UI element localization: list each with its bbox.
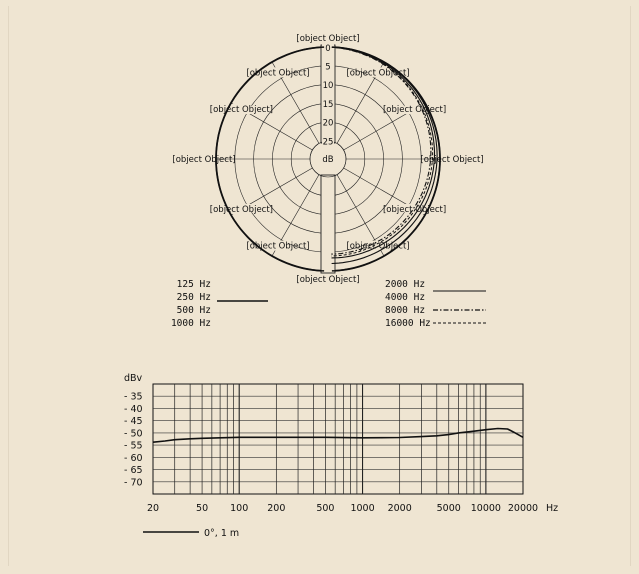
- polar-angle-label-bg: [318, 33, 338, 43]
- response-legend-label: 0°, 1 m: [204, 528, 239, 539]
- response-y-tick-label: - 35: [124, 392, 143, 403]
- polar-angle-label-bg: [268, 67, 288, 78]
- polar-angle-label-0: [object Object]: [296, 34, 359, 44]
- polar-radial-label-15: 15: [323, 100, 334, 110]
- polar-angle-label-left-30: [object Object]: [246, 68, 309, 78]
- response-y-tick-label: - 50: [124, 428, 143, 439]
- polar-legend-left-label: 125 Hz: [177, 279, 211, 290]
- response-y-tick-label: - 60: [124, 453, 143, 464]
- polar-legend-right-label: 16000 Hz: [385, 318, 431, 329]
- polar-angle-label-right-60: [object Object]: [383, 105, 446, 115]
- response-x-tick-label: 50: [196, 503, 208, 514]
- response-x-tick-label: 100: [230, 503, 248, 514]
- polar-radial-label-bg: [322, 98, 334, 109]
- polar-angle-label-left-90: [object Object]: [172, 155, 235, 165]
- polar-angle-label-left-120: [object Object]: [210, 205, 273, 215]
- polar-legend-left-label: 500 Hz: [177, 305, 211, 316]
- response-y-tick-label: - 55: [124, 441, 143, 452]
- response-x-unit-label: Hz: [546, 503, 558, 514]
- response-y-tick-label: - 40: [124, 404, 143, 415]
- polar-angle-label-bg: [368, 240, 388, 251]
- polar-angle-label-bg: [194, 154, 214, 164]
- polar-radial-label-bg: [322, 80, 334, 91]
- response-y-tick-label: - 70: [124, 477, 143, 488]
- polar-legend-right-label: 8000 Hz: [385, 305, 425, 316]
- polar-angle-label-bg: [231, 204, 252, 214]
- response-x-tick-label: 20000: [508, 503, 538, 514]
- polar-radial-label-25: 25: [323, 138, 334, 148]
- frequency-response-chart: - 35- 40- 45- 50 - 55- 60- 65- 70 dBv 20 50 1…: [124, 373, 558, 539]
- polar-angle-label-right-90: [object Object]: [420, 155, 483, 165]
- polar-angle-label-left-60: [object Object]: [210, 105, 273, 115]
- polar-radial-label-bg: [322, 117, 334, 128]
- polar-legend: 125 Hz 250 Hz 500 Hz 1000 Hz 2000 Hz 4000 Hz 8…: [171, 279, 486, 329]
- polar-radial-label-0: 0: [325, 44, 330, 54]
- polar-legend-right-label: 2000 Hz: [385, 279, 425, 290]
- polar-angle-label-bg: [404, 204, 425, 214]
- polar-series-16000-hz: [331, 46, 434, 257]
- polar-scale-slot-bottom: [320, 174, 336, 274]
- polar-angle-label-bg: [231, 104, 252, 114]
- response-x-tick-label: 20: [147, 503, 159, 514]
- polar-angle-label-bg: [268, 240, 288, 251]
- polar-angle-label-bg: [368, 67, 388, 78]
- polar-radial-label-bg: [322, 61, 334, 72]
- response-x-tick-label: 1000: [350, 503, 374, 514]
- polar-series-4000-hz: [331, 46, 436, 259]
- polar-center-label: dB: [322, 155, 333, 165]
- response-x-tick-label: 5000: [437, 503, 461, 514]
- response-series-line: [152, 427, 524, 443]
- polar-angle-label-left-150: [object Object]: [246, 242, 309, 252]
- response-plot-frame: [152, 383, 524, 495]
- polar-legend-left-label: 1000 Hz: [171, 318, 211, 329]
- figure-frame: [8, 6, 631, 566]
- polar-angle-label-180: [object Object]: [296, 275, 359, 285]
- response-y-tick-label: - 65: [124, 465, 143, 476]
- polar-legend-right-label: 4000 Hz: [385, 292, 425, 303]
- polar-series-2000-hz: [331, 46, 438, 265]
- polar-radial-label-10: 10: [323, 81, 334, 91]
- polar-radial-label-bg: [322, 136, 334, 147]
- polar-angle-label-bg: [442, 154, 462, 164]
- polar-angle-label-right-30: [object Object]: [346, 68, 409, 78]
- response-y-axis-label: dBv: [124, 373, 143, 384]
- polar-legend-left-label: 250 Hz: [177, 292, 211, 303]
- response-x-tick-label: 2000: [388, 503, 412, 514]
- polar-angle-label-bg: [318, 274, 338, 284]
- response-x-tick-label: 500: [316, 503, 334, 514]
- response-y-tick-label: - 45: [124, 416, 143, 427]
- polar-radial-label-5: 5: [325, 62, 330, 72]
- polar-angle-label-bg: [404, 104, 425, 114]
- response-x-tick-label: 200: [267, 503, 285, 514]
- polar-radial-label-bg: [322, 43, 334, 53]
- polar-pattern-chart: 0 5 10 15 20 25 dB [object Object] [object Objec…: [172, 33, 484, 285]
- response-x-tick-label: 10000: [471, 503, 501, 514]
- polar-radial-label-20: 20: [323, 119, 334, 129]
- polar-series-left-half: [215, 46, 325, 272]
